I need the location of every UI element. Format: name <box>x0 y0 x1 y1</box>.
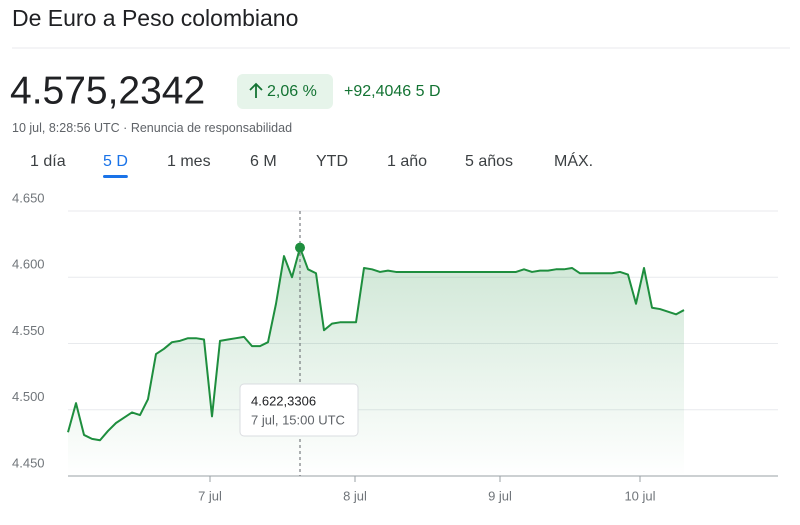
tab[interactable]: 1 día <box>30 153 66 170</box>
y-tick-label: 4.550 <box>12 323 45 338</box>
tab[interactable]: 6 M <box>250 153 277 170</box>
timestamp-text: 10 jul, 8:28:56 UTC <box>12 121 120 135</box>
x-tick-label: 10 jul <box>624 488 655 503</box>
change-absolute: +92,4046 5 D <box>344 83 441 100</box>
area <box>68 247 684 476</box>
change-percent: 2,06 % <box>267 83 317 100</box>
x-tick-label: 9 jul <box>488 488 512 503</box>
tooltip-time: 7 jul, 15:00 UTC <box>251 412 345 427</box>
x-tick-label: 8 jul <box>343 488 367 503</box>
tooltip-box <box>239 383 359 437</box>
y-tick-label: 4.600 <box>12 257 45 272</box>
tab-underline <box>103 175 128 178</box>
y-tick-label: 4.650 <box>12 190 45 205</box>
disclaimer[interactable]: Renuncia de responsabilidad <box>131 121 292 135</box>
tooltip-value: 4.622,3306 <box>251 393 316 408</box>
change-badge <box>237 74 333 109</box>
tab[interactable]: MÁX. <box>554 151 593 170</box>
x-tick-label: 7 jul <box>198 488 222 503</box>
timestamp: 10 jul, 8:28:56 UTC · Renuncia de respon… <box>12 121 292 135</box>
price: 4.575,2342 <box>10 69 205 112</box>
tab[interactable]: YTD <box>316 153 348 170</box>
hover-point <box>295 242 305 253</box>
title: De Euro a Peso colombiano <box>12 5 298 31</box>
line <box>67 246 685 442</box>
tab[interactable]: 5 D <box>103 153 128 170</box>
y-tick-label: 4.500 <box>12 389 45 404</box>
tab[interactable]: 5 años <box>465 153 513 170</box>
tab[interactable]: 1 año <box>387 153 427 170</box>
y-tick-label: 4.450 <box>12 455 45 470</box>
up-arrow <box>249 82 263 98</box>
tab[interactable]: 1 mes <box>167 153 211 170</box>
separator: · <box>120 121 131 135</box>
